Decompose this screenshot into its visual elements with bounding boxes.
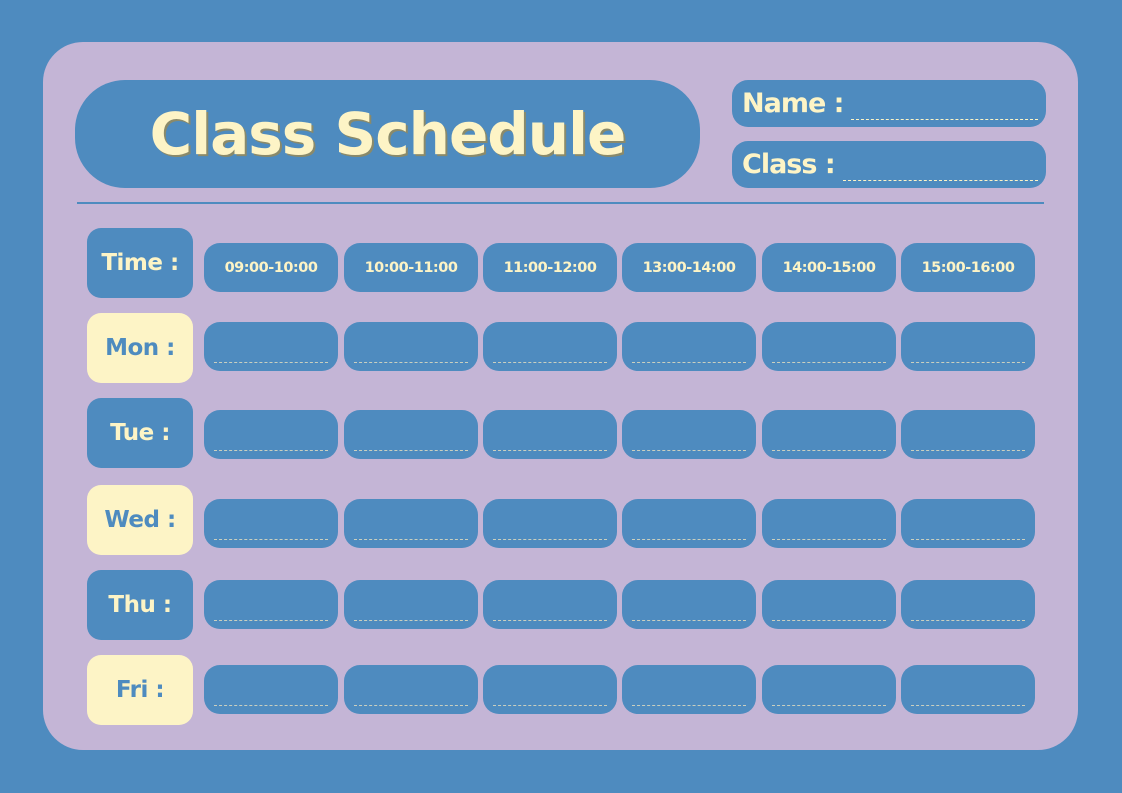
page-title: Class Schedule — [75, 80, 700, 188]
cell-blank-line — [354, 620, 468, 621]
schedule-cell[interactable] — [762, 410, 896, 459]
schedule-cell[interactable] — [762, 580, 896, 629]
schedule-cell[interactable] — [483, 410, 617, 459]
divider — [77, 202, 1044, 204]
cell-blank-line — [354, 705, 468, 706]
schedule-cell[interactable] — [204, 665, 338, 714]
cell-blank-line — [214, 450, 328, 451]
cell-blank-line — [214, 362, 328, 363]
cell-blank-line — [493, 539, 607, 540]
cell-blank-line — [214, 620, 328, 621]
day-label: Mon : — [87, 313, 193, 383]
cell-blank-line — [354, 450, 468, 451]
schedule-cell[interactable] — [483, 499, 617, 548]
schedule-cell[interactable] — [622, 580, 756, 629]
cell-blank-line — [632, 705, 746, 706]
cell-blank-line — [632, 539, 746, 540]
cell-blank-line — [354, 362, 468, 363]
cell-blank-line — [493, 362, 607, 363]
time-slot-header: 15:00-16:00 — [901, 243, 1035, 292]
name-blank-line — [851, 119, 1038, 120]
schedule-cell[interactable] — [762, 499, 896, 548]
schedule-cell[interactable] — [344, 499, 478, 548]
schedule-cell[interactable] — [901, 580, 1035, 629]
cell-blank-line — [911, 450, 1025, 451]
schedule-cell[interactable] — [204, 410, 338, 459]
day-label: Wed : — [87, 485, 193, 555]
cell-blank-line — [632, 362, 746, 363]
time-slot-header: 09:00-10:00 — [204, 243, 338, 292]
time-slot-header: 11:00-12:00 — [483, 243, 617, 292]
schedule-cell[interactable] — [344, 322, 478, 371]
cell-blank-line — [772, 362, 886, 363]
class-blank-line — [842, 180, 1038, 181]
time-slot-header: 10:00-11:00 — [344, 243, 478, 292]
schedule-cell[interactable] — [622, 410, 756, 459]
schedule-cell[interactable] — [483, 580, 617, 629]
cell-blank-line — [911, 539, 1025, 540]
schedule-cell[interactable] — [344, 580, 478, 629]
cell-blank-line — [911, 362, 1025, 363]
schedule-cell[interactable] — [622, 322, 756, 371]
schedule-cell[interactable] — [762, 665, 896, 714]
schedule-cell[interactable] — [204, 499, 338, 548]
cell-blank-line — [493, 450, 607, 451]
schedule-cell[interactable] — [344, 410, 478, 459]
schedule-cell[interactable] — [762, 322, 896, 371]
cell-blank-line — [772, 705, 886, 706]
cell-blank-line — [772, 539, 886, 540]
schedule-cell[interactable] — [204, 322, 338, 371]
cell-blank-line — [632, 620, 746, 621]
schedule-cell[interactable] — [344, 665, 478, 714]
day-label: Tue : — [87, 398, 193, 468]
cell-blank-line — [911, 620, 1025, 621]
name-field[interactable]: Name : — [732, 80, 1046, 127]
class-label: Class : — [742, 149, 836, 180]
schedule-cell[interactable] — [483, 322, 617, 371]
schedule-cell[interactable] — [901, 665, 1035, 714]
schedule-cell[interactable] — [483, 665, 617, 714]
schedule-cell[interactable] — [901, 410, 1035, 459]
time-slot-header: 14:00-15:00 — [762, 243, 896, 292]
schedule-cell[interactable] — [204, 580, 338, 629]
class-field[interactable]: Class : — [732, 141, 1046, 188]
cell-blank-line — [632, 450, 746, 451]
day-label: Fri : — [87, 655, 193, 725]
schedule-cell[interactable] — [901, 499, 1035, 548]
schedule-cell[interactable] — [901, 322, 1035, 371]
name-label: Name : — [742, 88, 844, 119]
cell-blank-line — [214, 539, 328, 540]
cell-blank-line — [493, 620, 607, 621]
cell-blank-line — [772, 450, 886, 451]
time-slot-header: 13:00-14:00 — [622, 243, 756, 292]
cell-blank-line — [493, 705, 607, 706]
day-label: Thu : — [87, 570, 193, 640]
cell-blank-line — [214, 705, 328, 706]
time-label: Time : — [87, 228, 193, 298]
cell-blank-line — [772, 620, 886, 621]
schedule-cell[interactable] — [622, 665, 756, 714]
cell-blank-line — [911, 705, 1025, 706]
schedule-cell[interactable] — [622, 499, 756, 548]
cell-blank-line — [354, 539, 468, 540]
